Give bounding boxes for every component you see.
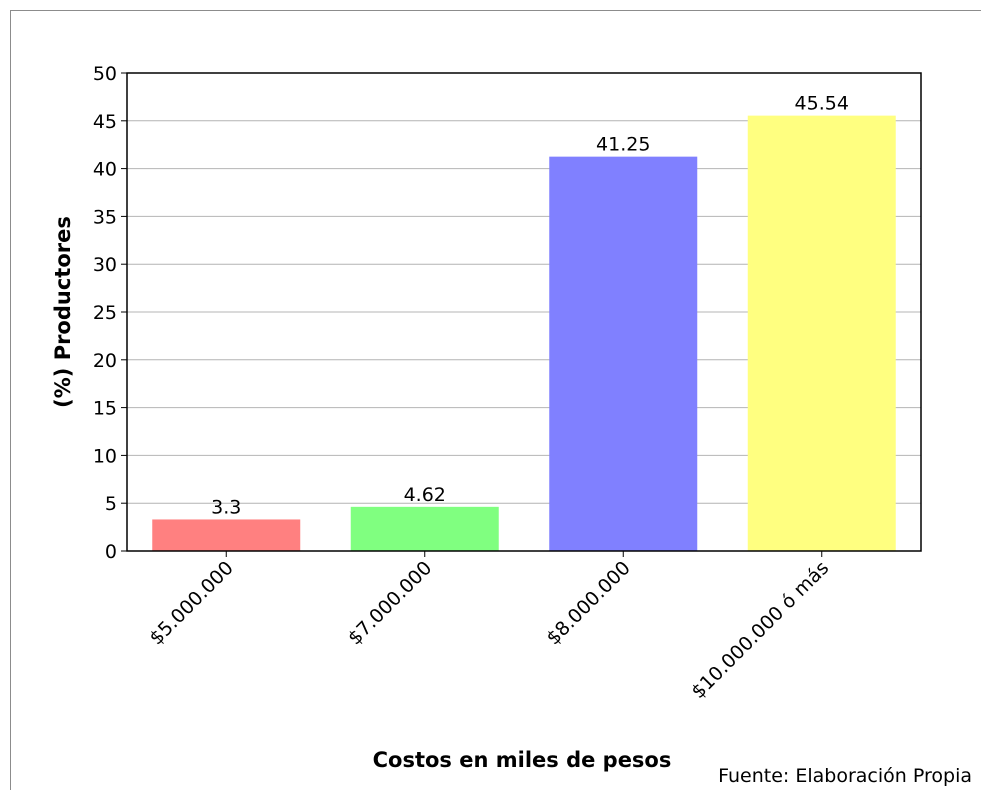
y-axis-ticks: 0 5 10 15 20 25 30 35 40 45 50 <box>93 63 127 563</box>
y-axis-title: (%) Productores <box>51 216 75 408</box>
y-tick-label: 40 <box>93 159 117 181</box>
y-tick-label: 30 <box>93 254 117 276</box>
bar <box>549 156 698 551</box>
y-tick-label: 35 <box>93 206 117 228</box>
data-label: 3.3 <box>211 496 241 518</box>
source-note: Fuente: Elaboración Propia <box>718 765 972 787</box>
y-tick-label: 25 <box>93 302 117 324</box>
bar <box>152 519 301 551</box>
x-axis-title: Costos en miles de pesos <box>373 748 672 772</box>
data-labels: 3.3 4.62 41.25 45.54 <box>211 93 849 519</box>
x-tick-label: $8.000.000 <box>542 557 634 649</box>
data-label: 41.25 <box>596 134 650 156</box>
x-tick-label: $5.000.000 <box>145 557 237 649</box>
bar <box>350 506 499 551</box>
y-tick-label: 5 <box>105 493 117 515</box>
x-tick-label: $7.000.000 <box>344 557 436 649</box>
bars <box>152 115 896 551</box>
y-tick-label: 15 <box>93 398 117 420</box>
data-label: 4.62 <box>404 484 446 506</box>
bar <box>747 115 896 551</box>
x-axis-ticks: $5.000.000 $7.000.000 $8.000.000 $10.000.00… <box>145 551 833 703</box>
y-tick-label: 20 <box>93 350 117 372</box>
y-tick-label: 45 <box>93 111 117 133</box>
y-tick-label: 0 <box>105 541 117 563</box>
data-label: 45.54 <box>795 93 849 115</box>
y-tick-label: 10 <box>93 445 117 467</box>
plot-area-border <box>126 72 922 552</box>
x-tick-label: $10.000.000 ó más <box>687 557 833 703</box>
y-tick-label: 50 <box>93 63 117 85</box>
